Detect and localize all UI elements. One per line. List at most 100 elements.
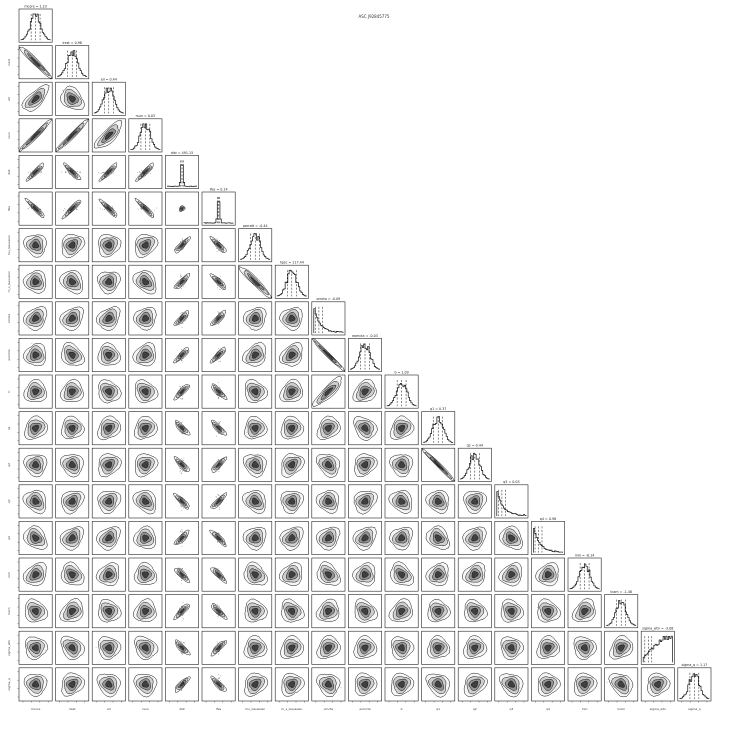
histogram-rsun	[130, 123, 161, 150]
sample-point	[182, 421, 184, 423]
contour-line-2	[102, 311, 115, 324]
panel-q3-vs-lfes	[201, 484, 236, 519]
sample-point	[149, 173, 151, 175]
panel-lnm-vs-parratt	[238, 557, 273, 592]
density-level-3	[30, 57, 41, 67]
panel-title-ell: ell = 0.44	[101, 78, 117, 82]
contour-line-0	[60, 85, 85, 110]
contour-line-0	[61, 234, 86, 259]
contour-line-3	[105, 278, 113, 285]
panel-hpsc-vs-ell	[91, 264, 126, 299]
panel-parratt-vs-mcore: mu_Gaussian	[7, 228, 53, 263]
sample-point	[179, 241, 181, 242]
sample-point	[139, 171, 140, 172]
sample-point	[180, 530, 182, 532]
contour-line-3	[31, 95, 40, 104]
panel-omcta-vs-omcta: omcta = -0.09	[311, 297, 346, 336]
panel-parratt-vs-lrest	[55, 228, 90, 263]
sample-point	[100, 173, 102, 174]
sample-point	[181, 288, 183, 289]
sample-point	[179, 607, 180, 609]
y-axis-label-lnm: lnm	[7, 572, 11, 578]
contour-line-0	[174, 236, 191, 254]
sample-point	[104, 209, 106, 210]
contour-line-3	[179, 279, 185, 285]
contour-line-3	[105, 314, 113, 322]
contour-line-0	[242, 306, 267, 331]
sample-point	[219, 423, 220, 425]
panel-q3-vs-parratt	[238, 484, 273, 519]
contour-line-1	[62, 272, 82, 291]
sample-point	[402, 550, 404, 551]
panel-q2-vs-dist	[165, 447, 199, 482]
sample-point	[216, 435, 217, 437]
panel-q4-vs-omcta	[311, 521, 346, 555]
sample-point	[181, 398, 183, 400]
contour-line-2	[103, 167, 114, 178]
contour-line-1	[99, 237, 118, 255]
panel-title-mcore: mcore = 1.23	[24, 4, 47, 8]
contour-line-0	[25, 162, 44, 182]
panel-lnm-vs-q3	[494, 557, 529, 592]
sample-point	[180, 273, 182, 275]
sample-point	[216, 568, 218, 569]
contour-line-2	[177, 240, 187, 250]
contour-line-2	[101, 128, 116, 144]
sample-point	[111, 205, 113, 207]
sample-point	[219, 275, 221, 277]
contour-line-3	[66, 130, 78, 142]
sample-point	[40, 208, 42, 210]
panel-lnam-vs-ell	[91, 594, 126, 629]
panel-lnm-vs-q2	[457, 557, 492, 592]
panel-q3-vs-q1	[421, 484, 456, 519]
sample-point	[218, 312, 220, 313]
sample-point	[181, 239, 183, 240]
panel-hpsc-vs-rsun	[128, 264, 163, 299]
panel-q1-vs-dist	[165, 411, 199, 446]
sample-point	[137, 172, 138, 173]
contour-line-0	[19, 119, 52, 152]
contour-line-2	[65, 239, 79, 252]
panel-q4-vs-dist	[165, 521, 199, 555]
contour-line-1	[58, 122, 85, 150]
sample-point	[218, 568, 220, 570]
contour-line-1	[24, 87, 46, 108]
panel-lnm-vs-omcta	[311, 557, 346, 592]
contour-line-1	[99, 308, 117, 327]
sample-point	[180, 313, 182, 315]
sample-point	[180, 276, 181, 278]
panel-rsun-vs-ell	[91, 118, 126, 153]
sample-point	[181, 542, 183, 544]
panel-omcta-vs-lfes	[201, 301, 236, 336]
contour-line-3	[104, 131, 114, 140]
sample-point	[65, 171, 67, 173]
density-level-3	[69, 278, 76, 286]
contour-line-2	[66, 275, 79, 288]
sample-point	[153, 209, 155, 211]
density-level-3	[143, 169, 149, 175]
panel-lfes-vs-mcore: lfes	[7, 191, 53, 226]
panel-q1-vs-lrest	[55, 411, 90, 446]
density-level-3	[30, 130, 41, 141]
sample-point	[180, 276, 182, 278]
panel-q3-vs-hpsc	[274, 484, 309, 519]
sample-point	[181, 385, 183, 387]
contour-line-2	[65, 311, 79, 324]
panel-q1-vs-lfes	[201, 411, 236, 446]
sample-point	[220, 387, 221, 389]
contour-line-2	[177, 277, 186, 287]
sample-point	[218, 360, 220, 362]
density-level-3	[179, 242, 185, 248]
panel-mcore-vs-mcore: mcore = 1.23	[18, 4, 53, 43]
density-level-3	[31, 95, 40, 103]
panel-title-lnm: lnm = -8.14	[575, 553, 595, 557]
sample-point	[218, 495, 220, 496]
sample-point	[98, 172, 99, 174]
density-level-3	[252, 315, 259, 322]
sample-point	[218, 421, 219, 423]
panel-rsun-vs-lrest	[55, 118, 90, 153]
contour-line-0	[97, 271, 121, 295]
panel-lnam-vs-lfes	[201, 594, 236, 629]
sample-point	[218, 323, 220, 324]
panel-q3-vs-omcta	[311, 484, 346, 519]
